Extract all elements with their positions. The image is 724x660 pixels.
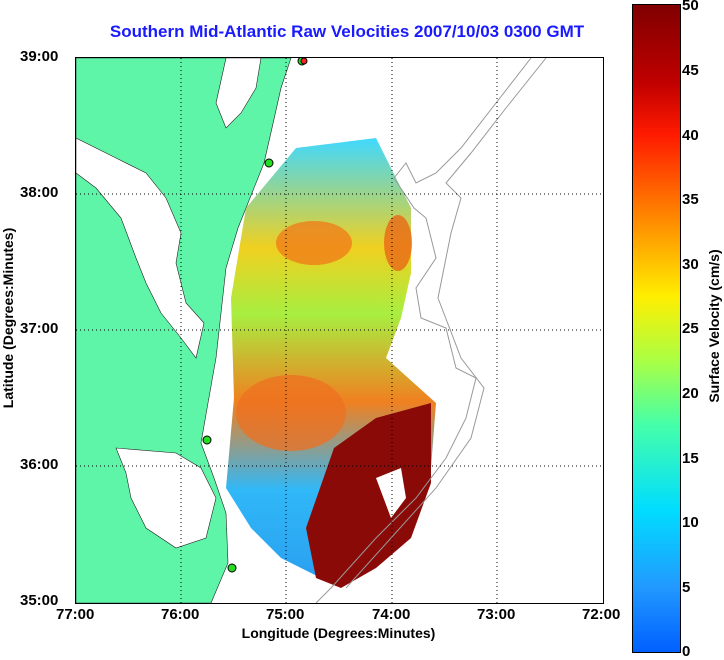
colorbar-tick: 25 bbox=[682, 320, 699, 337]
colorbar-tick: 35 bbox=[682, 191, 699, 208]
grid-lines bbox=[76, 58, 603, 603]
station-marker[interactable] bbox=[264, 158, 274, 168]
colorbar-tick: 10 bbox=[682, 514, 699, 531]
colorbar-tick: 40 bbox=[682, 127, 699, 144]
colorbar-label: Surface Velocity (cm/s) bbox=[706, 249, 722, 403]
x-tick-label: 73:00 bbox=[477, 606, 516, 623]
y-tick-label: 35:00 bbox=[20, 592, 59, 609]
x-tick-label: 75:00 bbox=[266, 606, 305, 623]
colorbar-gradient bbox=[633, 5, 680, 652]
y-axis-label: Latitude (Degrees:Minutes) bbox=[0, 227, 16, 409]
colorbar-tick: 20 bbox=[682, 385, 699, 402]
map-plot-area[interactable] bbox=[75, 57, 604, 604]
orange-core-east bbox=[384, 215, 412, 271]
colorbar-tick: 15 bbox=[682, 450, 699, 467]
map-title: Southern Mid-Atlantic Raw Velocities 200… bbox=[109, 22, 585, 41]
station-marker[interactable] bbox=[227, 563, 237, 573]
x-axis-label: Longitude (Degrees:Minutes) bbox=[241, 625, 436, 641]
x-tick-label: 74:00 bbox=[372, 606, 411, 623]
colorbar-tick: 30 bbox=[682, 256, 699, 273]
chesapeake-bay bbox=[76, 137, 205, 359]
high-velocity-hole bbox=[376, 468, 406, 518]
y-tick-label: 37:00 bbox=[20, 320, 59, 337]
station-marker-alert[interactable] bbox=[300, 58, 308, 65]
y-tick-label: 39:00 bbox=[20, 48, 59, 65]
colorbar bbox=[632, 4, 681, 653]
y-tick-label: 38:00 bbox=[20, 184, 59, 201]
orange-core-south bbox=[236, 375, 346, 451]
x-tick-label: 76:00 bbox=[161, 606, 200, 623]
bathymetry-contour-2 bbox=[345, 58, 547, 589]
station-marker[interactable] bbox=[202, 435, 212, 445]
bathymetry-contour bbox=[315, 58, 532, 603]
pamlico-sound bbox=[115, 447, 217, 549]
colorbar-tick: 45 bbox=[682, 62, 699, 79]
x-tick-label: 77:00 bbox=[56, 606, 95, 623]
x-tick-label: 72:00 bbox=[582, 606, 621, 623]
orange-core-north bbox=[276, 221, 352, 265]
colorbar-tick: 0 bbox=[682, 643, 691, 660]
map-canvas bbox=[76, 58, 603, 603]
delaware-bay bbox=[215, 58, 262, 129]
colorbar-tick: 50 bbox=[682, 0, 699, 14]
colorbar-tick: 5 bbox=[682, 579, 691, 596]
high-velocity-zone bbox=[306, 403, 431, 588]
y-tick-label: 36:00 bbox=[20, 456, 59, 473]
